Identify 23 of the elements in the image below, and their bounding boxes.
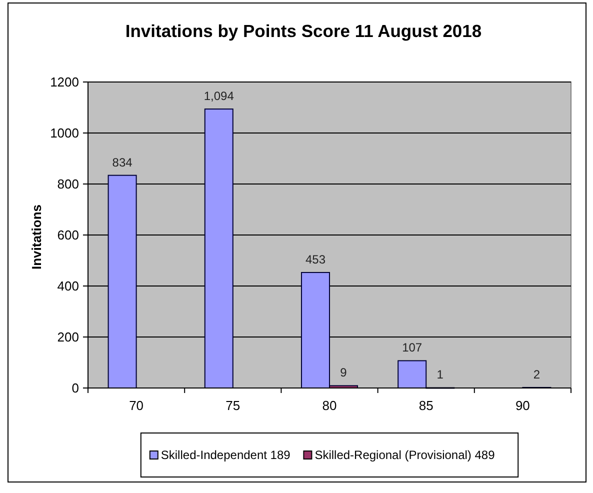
- y-tick-label: 0: [72, 380, 79, 396]
- data-label: 453: [305, 252, 326, 266]
- x-tick-label: 90: [515, 398, 530, 413]
- x-tick-label: 80: [322, 398, 337, 413]
- data-label: 2: [533, 367, 540, 382]
- y-tick-label: 1000: [50, 126, 79, 140]
- y-tick-label: 800: [57, 176, 79, 192]
- y-axis-title: Invitations: [29, 204, 44, 270]
- y-tick-label: 400: [57, 278, 79, 294]
- x-tick-label: 85: [418, 398, 434, 413]
- y-tick-label: 1200: [50, 74, 79, 90]
- data-label: 1: [436, 368, 444, 382]
- chart-title: Invitations by Points Score 11 August 2018: [125, 21, 482, 41]
- legend-label: Skilled-Independent 189: [160, 448, 291, 462]
- y-tick-label: 600: [57, 228, 79, 242]
- x-tick-label: 70: [129, 398, 144, 413]
- data-label: 107: [402, 340, 422, 355]
- legend-label: Skilled-Regional (Provisional) 489: [314, 448, 496, 462]
- data-label: 834: [112, 155, 133, 170]
- data-label: 1,094: [204, 89, 234, 104]
- data-label: 9: [340, 366, 348, 380]
- x-tick-label: 75: [226, 398, 240, 413]
- y-tick-label: 200: [57, 330, 79, 344]
